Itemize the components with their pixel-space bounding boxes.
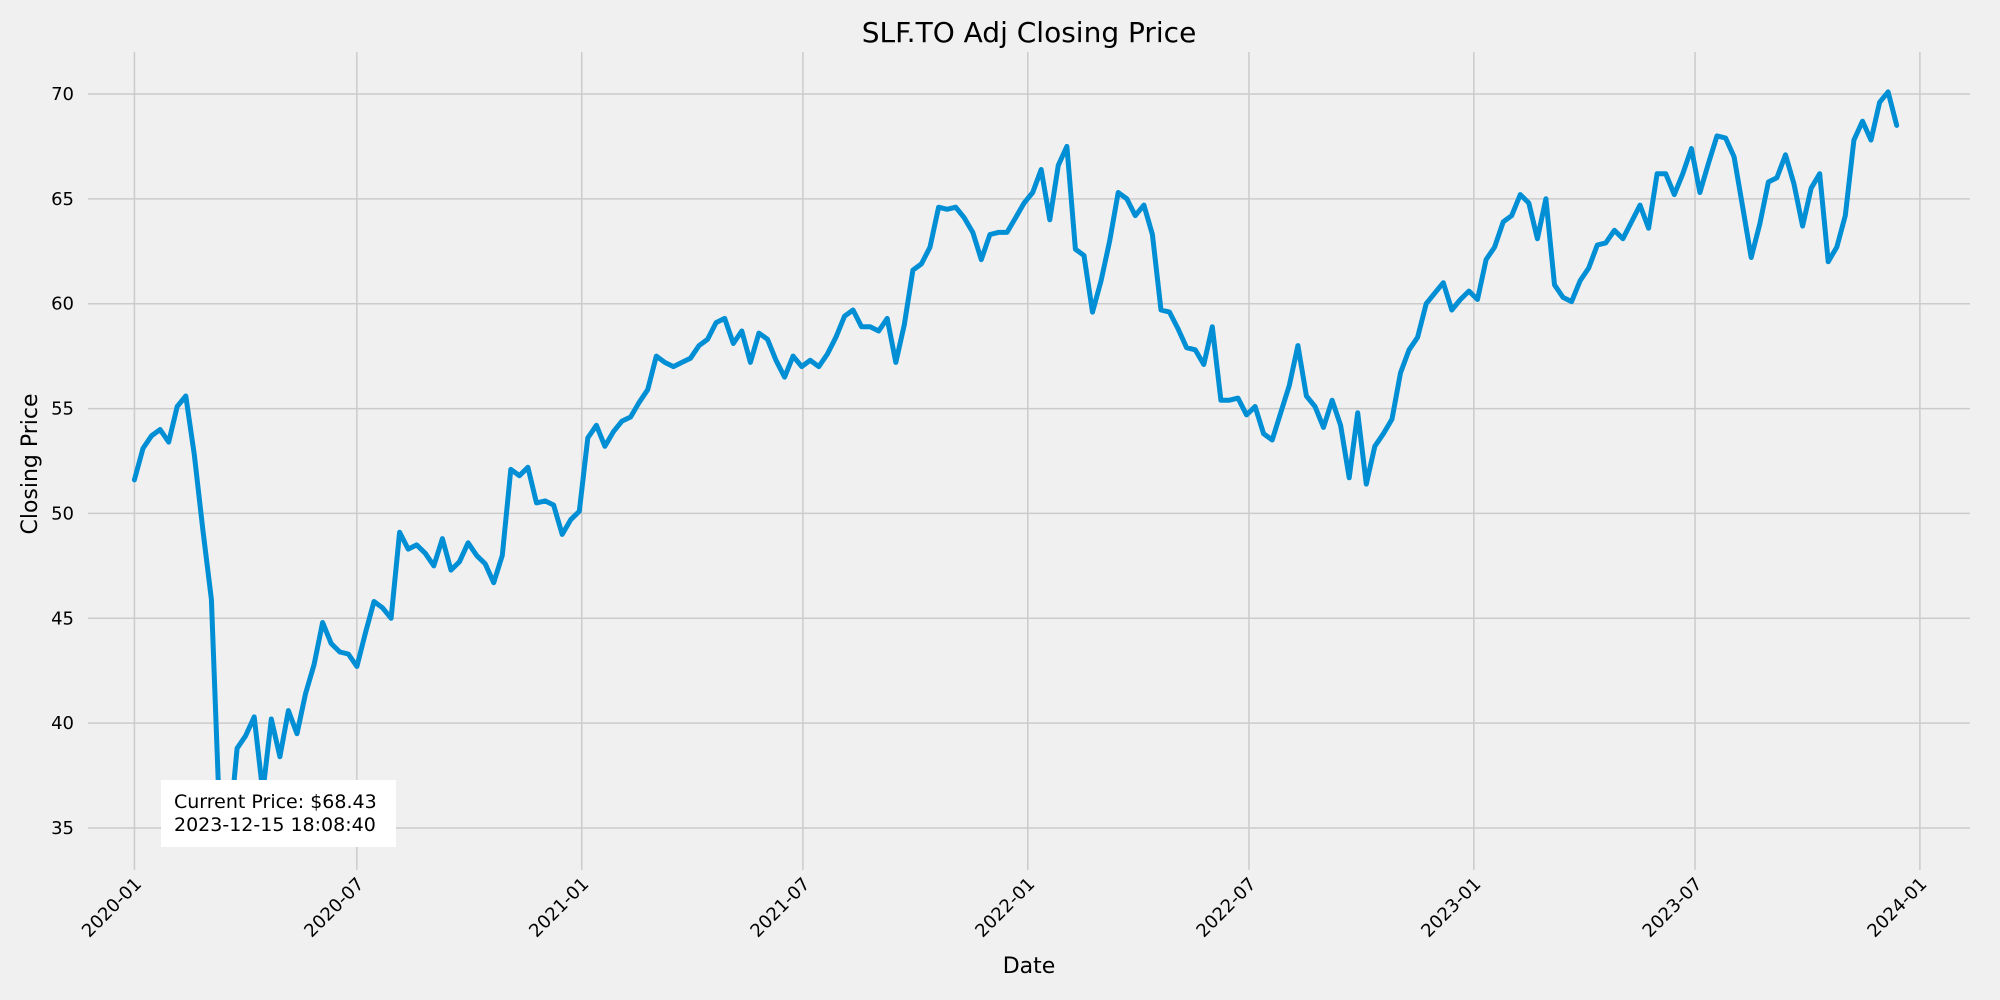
x-tick-label: 2024-01 bbox=[1863, 874, 1931, 942]
x-tick-label: 2020-07 bbox=[300, 874, 368, 942]
y-tick-label: 40 bbox=[51, 713, 74, 734]
x-tick-label: 2023-07 bbox=[1639, 874, 1707, 942]
annotation-current-price: Current Price: $68.43 bbox=[174, 791, 377, 813]
y-tick-label: 70 bbox=[51, 84, 74, 105]
y-tick-label: 55 bbox=[51, 399, 74, 420]
y-tick-label: 60 bbox=[51, 294, 74, 315]
price-series-line bbox=[131, 89, 1900, 844]
x-tick-label: 2023-01 bbox=[1417, 874, 1485, 942]
x-tick-label: 2022-07 bbox=[1192, 874, 1260, 942]
y-tick-label: 35 bbox=[51, 818, 74, 839]
annotation-timestamp: 2023-12-15 18:08:40 bbox=[174, 814, 376, 836]
chart-title: SLF.TO Adj Closing Price bbox=[862, 16, 1197, 49]
x-tick-label: 2021-07 bbox=[746, 874, 814, 942]
y-axis-label: Closing Price bbox=[18, 393, 43, 534]
grid bbox=[88, 52, 1970, 870]
current-price-annotation: Current Price: $68.43 2023-12-15 18:08:4… bbox=[161, 780, 396, 847]
x-tick-labels: 2020-01 2020-07 2021-01 2021-07 2022-01 2022-… bbox=[78, 874, 1931, 942]
x-tick-label: 2020-01 bbox=[78, 874, 146, 942]
x-tick-label: 2022-01 bbox=[971, 874, 1039, 942]
y-tick-label: 45 bbox=[51, 608, 74, 629]
x-axis-label: Date bbox=[1003, 954, 1056, 979]
annotation-box bbox=[161, 780, 396, 847]
x-tick-label: 2021-01 bbox=[525, 874, 593, 942]
y-tick-label: 65 bbox=[51, 189, 74, 210]
y-tick-label: 50 bbox=[51, 503, 74, 524]
y-tick-labels: 35 40 45 50 55 60 65 70 bbox=[51, 84, 74, 839]
